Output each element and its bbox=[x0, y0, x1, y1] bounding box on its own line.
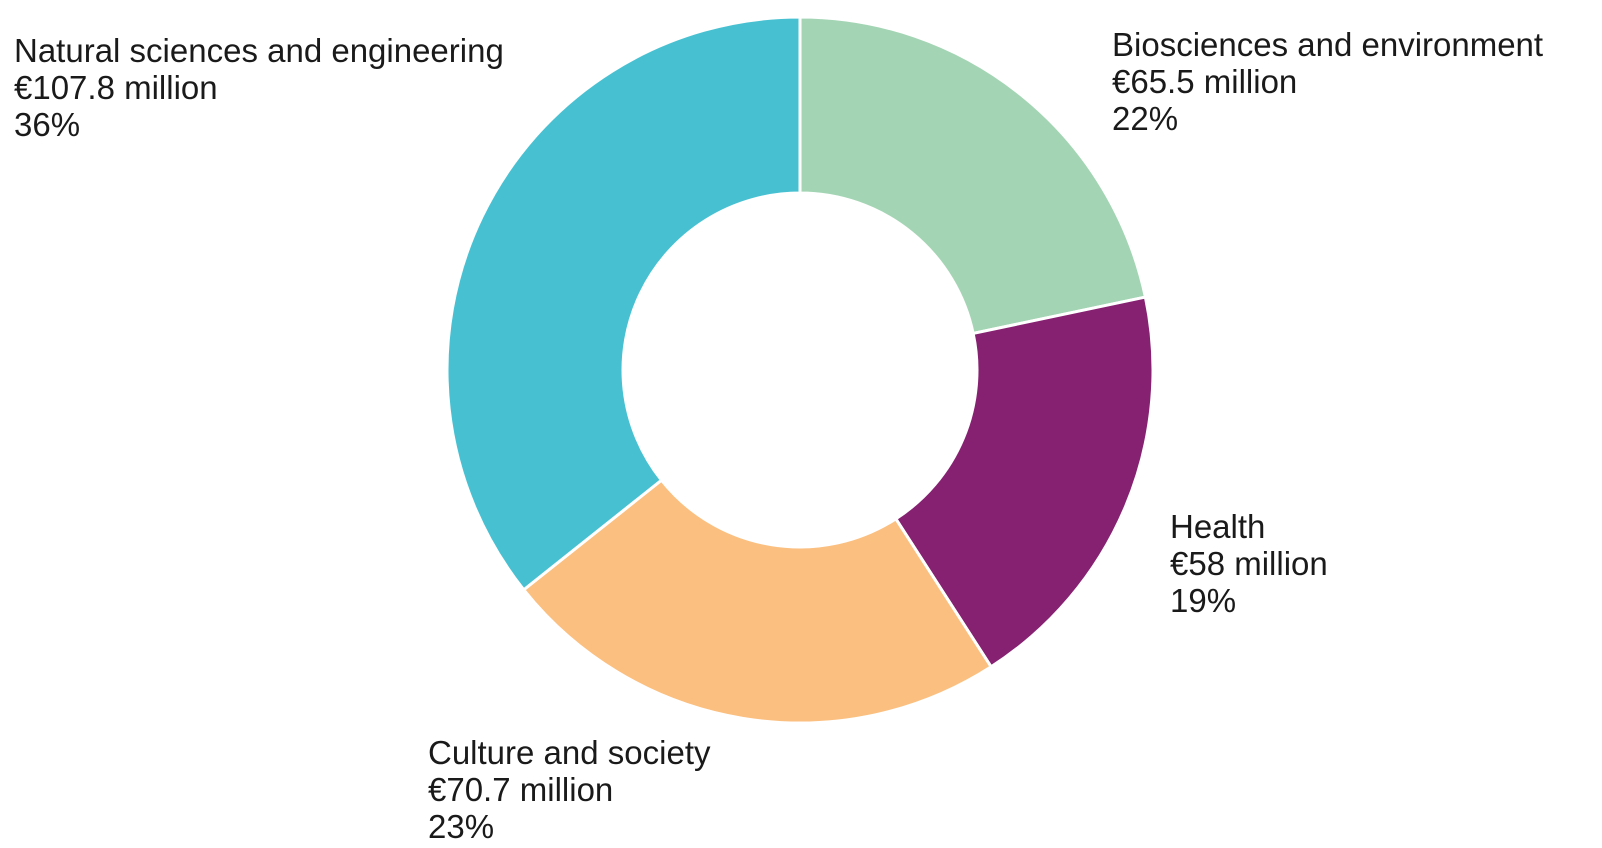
slice-label-amount: €70.7 million bbox=[428, 771, 613, 808]
slice-label-category: Biosciences and environment bbox=[1112, 26, 1543, 63]
slice-label-biosciences: Biosciences and environment €65.5 millio… bbox=[1112, 26, 1543, 137]
slice-culture bbox=[521, 478, 994, 725]
slice-label-percent: 19% bbox=[1170, 582, 1236, 619]
slice-label-category: Natural sciences and engineering bbox=[14, 32, 504, 69]
slice-label-amount: €65.5 million bbox=[1112, 63, 1297, 100]
slice-label-percent: 23% bbox=[428, 808, 494, 845]
slice-label-percent: 22% bbox=[1112, 100, 1178, 137]
slice-label-natural-sciences: Natural sciences and engineering €107.8 … bbox=[14, 32, 504, 143]
slice-natural-sciences bbox=[445, 15, 802, 592]
slice-label-amount: €58 million bbox=[1170, 545, 1328, 582]
slice-label-amount: €107.8 million bbox=[14, 69, 218, 106]
slice-label-category: Health bbox=[1170, 508, 1265, 545]
slice-label-culture: Culture and society €70.7 million 23% bbox=[428, 734, 711, 845]
slice-health bbox=[893, 295, 1155, 669]
slice-label-health: Health €58 million 19% bbox=[1170, 508, 1328, 619]
slice-label-category: Culture and society bbox=[428, 734, 711, 771]
slice-label-percent: 36% bbox=[14, 106, 80, 143]
donut-slices bbox=[445, 15, 1155, 725]
slice-biosciences bbox=[798, 15, 1148, 336]
